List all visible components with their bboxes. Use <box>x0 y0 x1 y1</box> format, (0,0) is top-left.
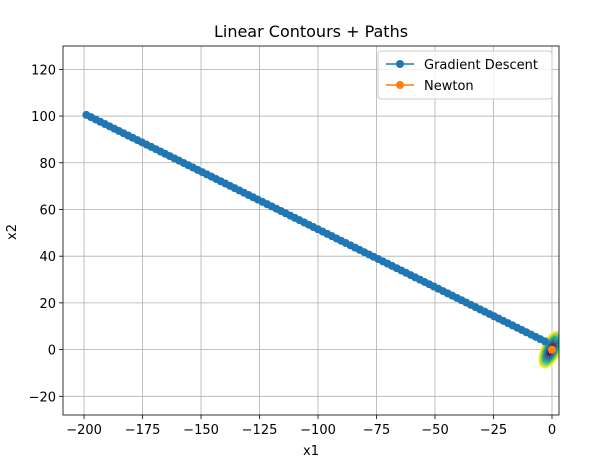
y-tick-label: 20 <box>39 297 56 312</box>
y-tick-label: 100 <box>31 110 56 125</box>
contour-line <box>538 330 559 369</box>
y-tick-label: 60 <box>39 203 56 218</box>
legend-box <box>377 50 553 100</box>
axes-frame <box>62 45 560 416</box>
contour-line <box>539 332 559 367</box>
axes-background <box>63 46 559 415</box>
y-tick-label: 120 <box>31 63 56 78</box>
x-tick-label: −125 <box>242 423 278 438</box>
x-axis-label: x1 <box>303 444 319 459</box>
x-tick-label: −75 <box>363 423 390 438</box>
legend-label: Gradient Descent <box>424 58 538 73</box>
y-tick-label: 0 <box>48 344 56 359</box>
x-tick-label: −50 <box>421 423 448 438</box>
contour-line <box>541 335 559 364</box>
contour-line <box>540 334 559 366</box>
x-tick-label: −25 <box>480 423 507 438</box>
contour-line <box>542 337 559 362</box>
chart-title: Linear Contours + Paths <box>214 22 408 41</box>
legend: Gradient Descent Newton <box>377 50 553 100</box>
data-point <box>540 337 549 346</box>
x-tick-label: −100 <box>300 423 336 438</box>
plot-area: −200 −175 −150 −125 −100 −75 −50 −25 0−200204060… <box>29 45 560 438</box>
legend-marker <box>396 60 404 68</box>
series-0 <box>82 110 549 346</box>
y-tick-label: 80 <box>39 157 56 172</box>
legend-marker <box>396 81 404 89</box>
x-tick-label: −175 <box>125 423 161 438</box>
x-tick-label: −150 <box>183 423 219 438</box>
legend-label: Newton <box>424 79 474 94</box>
series-1 <box>547 345 556 354</box>
x-tick-label: 0 <box>548 423 556 438</box>
y-tick-label: 40 <box>39 250 56 265</box>
y-axis-label: x2 <box>5 224 20 240</box>
x-tick-label: −200 <box>66 423 102 438</box>
data-point <box>547 345 556 354</box>
y-tick-label: −20 <box>29 390 56 405</box>
